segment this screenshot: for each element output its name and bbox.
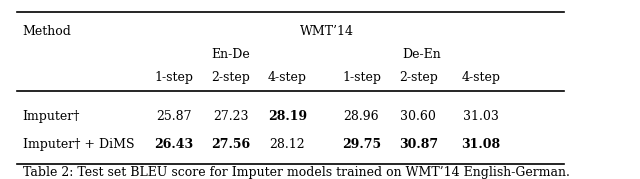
Text: 2-step: 2-step <box>211 71 250 84</box>
Text: 2-step: 2-step <box>399 71 438 84</box>
Text: 26.43: 26.43 <box>154 138 193 151</box>
Text: 31.08: 31.08 <box>461 138 500 151</box>
Text: 1-step: 1-step <box>342 71 381 84</box>
Text: 28.12: 28.12 <box>269 138 305 151</box>
Text: 25.87: 25.87 <box>156 110 191 123</box>
Text: Imputer† + DiMS: Imputer† + DiMS <box>23 138 134 151</box>
Text: 1-step: 1-step <box>154 71 193 84</box>
Text: Imputer†: Imputer† <box>23 110 80 123</box>
Text: 27.56: 27.56 <box>211 138 250 151</box>
Text: 4-step: 4-step <box>268 71 307 84</box>
Text: De-En: De-En <box>402 48 441 61</box>
Text: 4-step: 4-step <box>461 71 500 84</box>
Text: 29.75: 29.75 <box>342 138 381 151</box>
Text: En-De: En-De <box>211 48 250 61</box>
Text: Method: Method <box>23 25 72 38</box>
Text: 28.19: 28.19 <box>268 110 307 123</box>
Text: 31.03: 31.03 <box>463 110 499 123</box>
Text: 28.96: 28.96 <box>344 110 380 123</box>
Text: 30.60: 30.60 <box>401 110 436 123</box>
Text: 27.23: 27.23 <box>213 110 248 123</box>
Text: 30.87: 30.87 <box>399 138 438 151</box>
Text: WMT’14: WMT’14 <box>300 25 355 38</box>
Text: Table 2: Test set BLEU score for Imputer models trained on WMT’14 English-German: Table 2: Test set BLEU score for Imputer… <box>23 166 570 179</box>
